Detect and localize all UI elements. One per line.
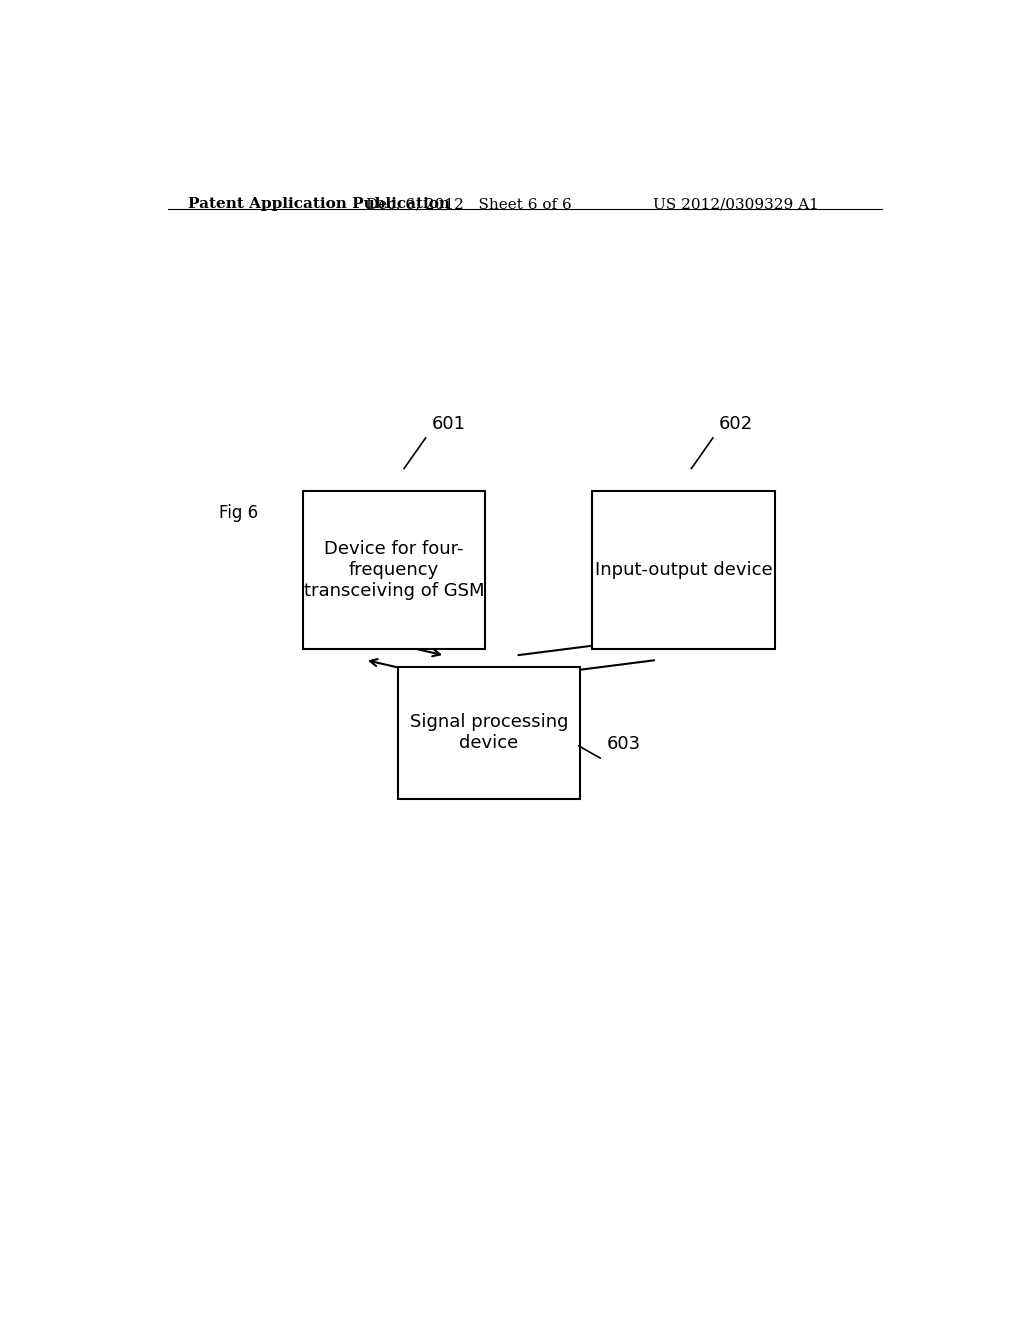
Bar (397, 667, 581, 799)
Text: Dec. 6, 2012   Sheet 6 of 6: Dec. 6, 2012 Sheet 6 of 6 (367, 197, 572, 211)
Bar (303, 491, 485, 649)
Bar (592, 491, 775, 649)
Text: 603: 603 (606, 735, 641, 752)
Text: Device for four-
frequency
transceiving of GSM: Device for four- frequency transceiving … (303, 540, 484, 599)
Text: 601: 601 (432, 414, 466, 433)
Text: Patent Application Publication: Patent Application Publication (187, 197, 450, 211)
Text: Input-output device: Input-output device (595, 561, 772, 579)
Text: 602: 602 (719, 414, 754, 433)
Text: Fig 6: Fig 6 (219, 504, 258, 521)
Text: Signal processing
device: Signal processing device (410, 713, 568, 752)
Text: US 2012/0309329 A1: US 2012/0309329 A1 (652, 197, 818, 211)
